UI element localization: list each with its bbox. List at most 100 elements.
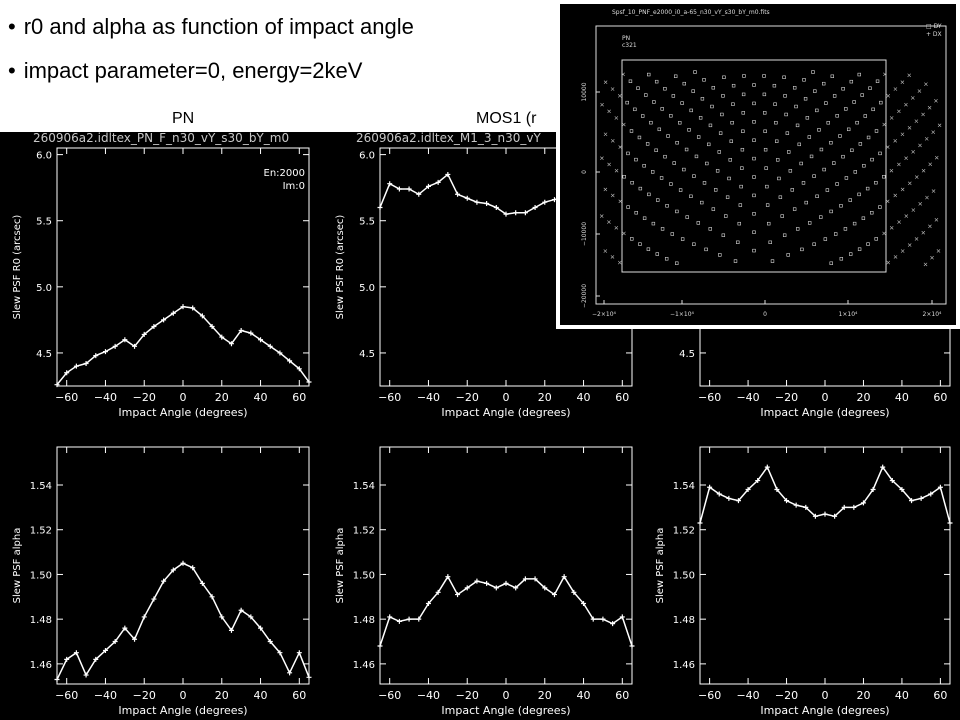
inset-point-dx: [907, 181, 912, 186]
inset-plot-area: Spsf_10_PNF_e2000_i0_a-65_n30_vY_s30_bY_…: [560, 4, 956, 325]
data-point: [581, 601, 587, 607]
inset-point-dy: [777, 176, 781, 181]
inset-point-dy: [763, 129, 767, 133]
inset-point-dy: [730, 120, 734, 125]
x-tick-label: 20: [856, 391, 870, 404]
x-tick-label: −20: [133, 689, 156, 702]
inset-point-dy: [879, 100, 883, 105]
data-point: [416, 191, 422, 197]
data-point: [170, 310, 176, 316]
inset-point-dy: [813, 89, 817, 93]
data-point: [190, 305, 196, 311]
data-point: [64, 656, 70, 662]
inset-point-dy: [722, 75, 726, 79]
data-point: [571, 589, 577, 595]
inset-point-dy: [799, 161, 803, 166]
inset-point-dx: [603, 187, 608, 192]
data-point: [287, 358, 293, 364]
y-tick-label: 1.52: [673, 526, 695, 537]
plot-annotation: Im:0: [283, 181, 305, 192]
x-tick-label: 60: [615, 391, 629, 404]
x-tick-label: −40: [736, 689, 759, 702]
inset-point-dx: [603, 249, 608, 253]
inset-point-dy: [870, 157, 874, 162]
x-tick-label: −60: [698, 391, 721, 404]
inset-point-dy: [689, 108, 693, 113]
x-tick-label: 60: [615, 689, 629, 702]
data-point: [102, 647, 108, 653]
inset-point-dy: [826, 121, 830, 125]
inset-point-dy: [724, 214, 728, 218]
inset-point-dy: [740, 147, 745, 152]
inset-point-dx: [897, 109, 901, 114]
inset-point-dy: [636, 86, 640, 90]
inset-point-dy: [740, 166, 744, 170]
inset-point-dy: [848, 198, 852, 202]
bullet-1-text: r0 and alpha as function of impact angle: [23, 14, 414, 39]
inset-point-dy: [741, 129, 745, 133]
inset-point-dx: [889, 168, 894, 173]
inset-point-dy: [825, 188, 830, 192]
y-tick-label: 4.5: [359, 349, 375, 360]
data-point: [238, 327, 244, 333]
inset-point-dy: [865, 186, 870, 191]
x-tick-label: 0: [503, 391, 510, 404]
inset-point-dy: [641, 114, 645, 118]
inset-point-dy: [801, 181, 806, 185]
inset-point-dy: [625, 100, 629, 105]
inset-point-dy: [654, 79, 659, 84]
y-tick-label: 1.46: [30, 660, 52, 671]
inset-point-dy: [790, 188, 794, 192]
data-point: [745, 486, 751, 492]
plot-title: 260906a2.idltex_M1_3_n30_vY: [356, 131, 541, 145]
inset-point-dy: [714, 188, 718, 192]
inset-point-dx: [910, 96, 915, 100]
inset-point-dy: [830, 74, 835, 78]
inset-point-dy: [657, 127, 662, 132]
inset-point-dy: [692, 242, 696, 246]
data-point: [716, 491, 722, 497]
inset-point-dy: [689, 194, 693, 198]
inset-point-dy: [844, 107, 848, 111]
data-point: [600, 616, 606, 622]
inset-point-dy: [739, 184, 743, 189]
inset-point-dy: [742, 74, 746, 78]
inset-point-dx: [614, 168, 619, 173]
data-point: [151, 596, 157, 602]
y-tick-label: 1.48: [673, 615, 695, 626]
data-point: [93, 656, 99, 662]
inset-point-dy: [768, 240, 772, 244]
data-point: [141, 614, 147, 620]
data-point: [377, 205, 383, 210]
inset-point-dy: [882, 175, 886, 179]
inset-point-dy: [675, 141, 679, 145]
inset-point-dx: [897, 220, 901, 224]
series-line: [379, 575, 633, 647]
data-point: [619, 614, 625, 620]
inset-point-dy: [692, 174, 696, 178]
x-tick-label: −60: [55, 689, 78, 702]
data-point: [784, 498, 790, 504]
inset-point-dy: [796, 227, 800, 231]
data-point: [112, 343, 118, 349]
inset-x-tick-label: −1×10⁴: [670, 311, 695, 318]
data-point: [755, 478, 761, 484]
inset-point-dx: [614, 116, 619, 120]
data-point: [735, 498, 741, 504]
y-tick-label: 5.5: [36, 217, 52, 228]
inset-point-dy: [630, 180, 634, 185]
data-point: [860, 500, 866, 506]
data-point: [387, 614, 393, 620]
data-point: [132, 636, 138, 642]
data-point: [209, 324, 215, 329]
data-point: [445, 574, 451, 580]
data-point: [258, 625, 264, 631]
inset-point-dy: [656, 198, 660, 202]
data-point: [73, 363, 79, 369]
inset-point-dy: [857, 192, 861, 197]
data-point: [928, 491, 934, 497]
inset-legend-label: □ DY: [926, 23, 942, 30]
x-tick-label: 40: [895, 391, 909, 404]
data-point: [377, 643, 383, 649]
